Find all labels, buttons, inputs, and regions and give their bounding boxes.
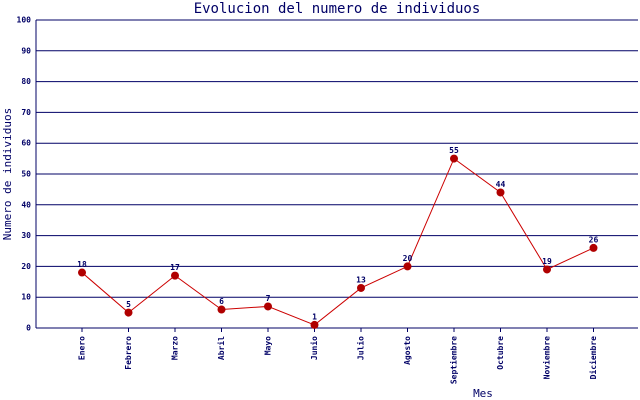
x-tick-label: Abril [216, 336, 226, 360]
data-label: 26 [589, 235, 599, 244]
y-tick-label: 30 [21, 231, 31, 240]
data-label: 18 [77, 260, 87, 269]
data-label: 1 [312, 312, 317, 321]
y-tick-label: 90 [21, 46, 31, 55]
data-line [81, 157, 594, 326]
chart-title: Evolucion del numero de individuos [194, 1, 481, 17]
y-tick-label: 100 [17, 16, 32, 25]
y-tick-label: 10 [21, 293, 31, 302]
data-label: 20 [403, 254, 413, 263]
data-label: 55 [449, 146, 459, 155]
data-label: 13 [356, 275, 366, 284]
marker [543, 265, 551, 274]
x-tick-label: Octubre [496, 336, 505, 370]
data-label: 7 [266, 294, 271, 303]
y-tick-label: 20 [21, 262, 31, 271]
x-tick-label: Enero [78, 336, 87, 360]
marker [403, 262, 412, 271]
y-tick-label: 60 [21, 139, 31, 148]
x-tick-label: Diciembre [588, 336, 598, 380]
data-label: 6 [219, 297, 224, 306]
x-tick-label: Julio [356, 336, 366, 360]
y-tick-label: 80 [21, 77, 31, 86]
marker [124, 308, 133, 317]
y-tick-label: 50 [21, 170, 31, 179]
y-tick-label: 40 [21, 200, 31, 209]
marker [589, 243, 598, 252]
x-tick-label: Noviembre [542, 336, 552, 380]
data-label: 19 [542, 257, 552, 266]
x-tick-label: Febrero [124, 336, 133, 370]
x-tick-label: Junio [309, 336, 319, 360]
marker [264, 302, 272, 311]
data-label: 5 [126, 300, 131, 309]
x-tick-label: Marzo [171, 336, 180, 360]
marker [78, 268, 86, 277]
x-axis-label: Mes [473, 387, 493, 400]
x-tick-label: Mayo [264, 336, 273, 355]
data-label: 17 [170, 263, 180, 272]
x-tick-label: Septiembre [449, 336, 459, 384]
x-tick-label: Agosto [403, 336, 412, 365]
marker [496, 188, 505, 197]
marker [217, 305, 226, 314]
y-axis-label: Numero de individuos [1, 108, 14, 240]
data-label: 44 [496, 180, 506, 189]
marker [357, 283, 365, 292]
y-tick-label: 0 [26, 324, 31, 333]
y-tick-label: 70 [21, 108, 31, 117]
marker [450, 154, 458, 163]
marker [171, 271, 179, 280]
marker [310, 320, 319, 329]
